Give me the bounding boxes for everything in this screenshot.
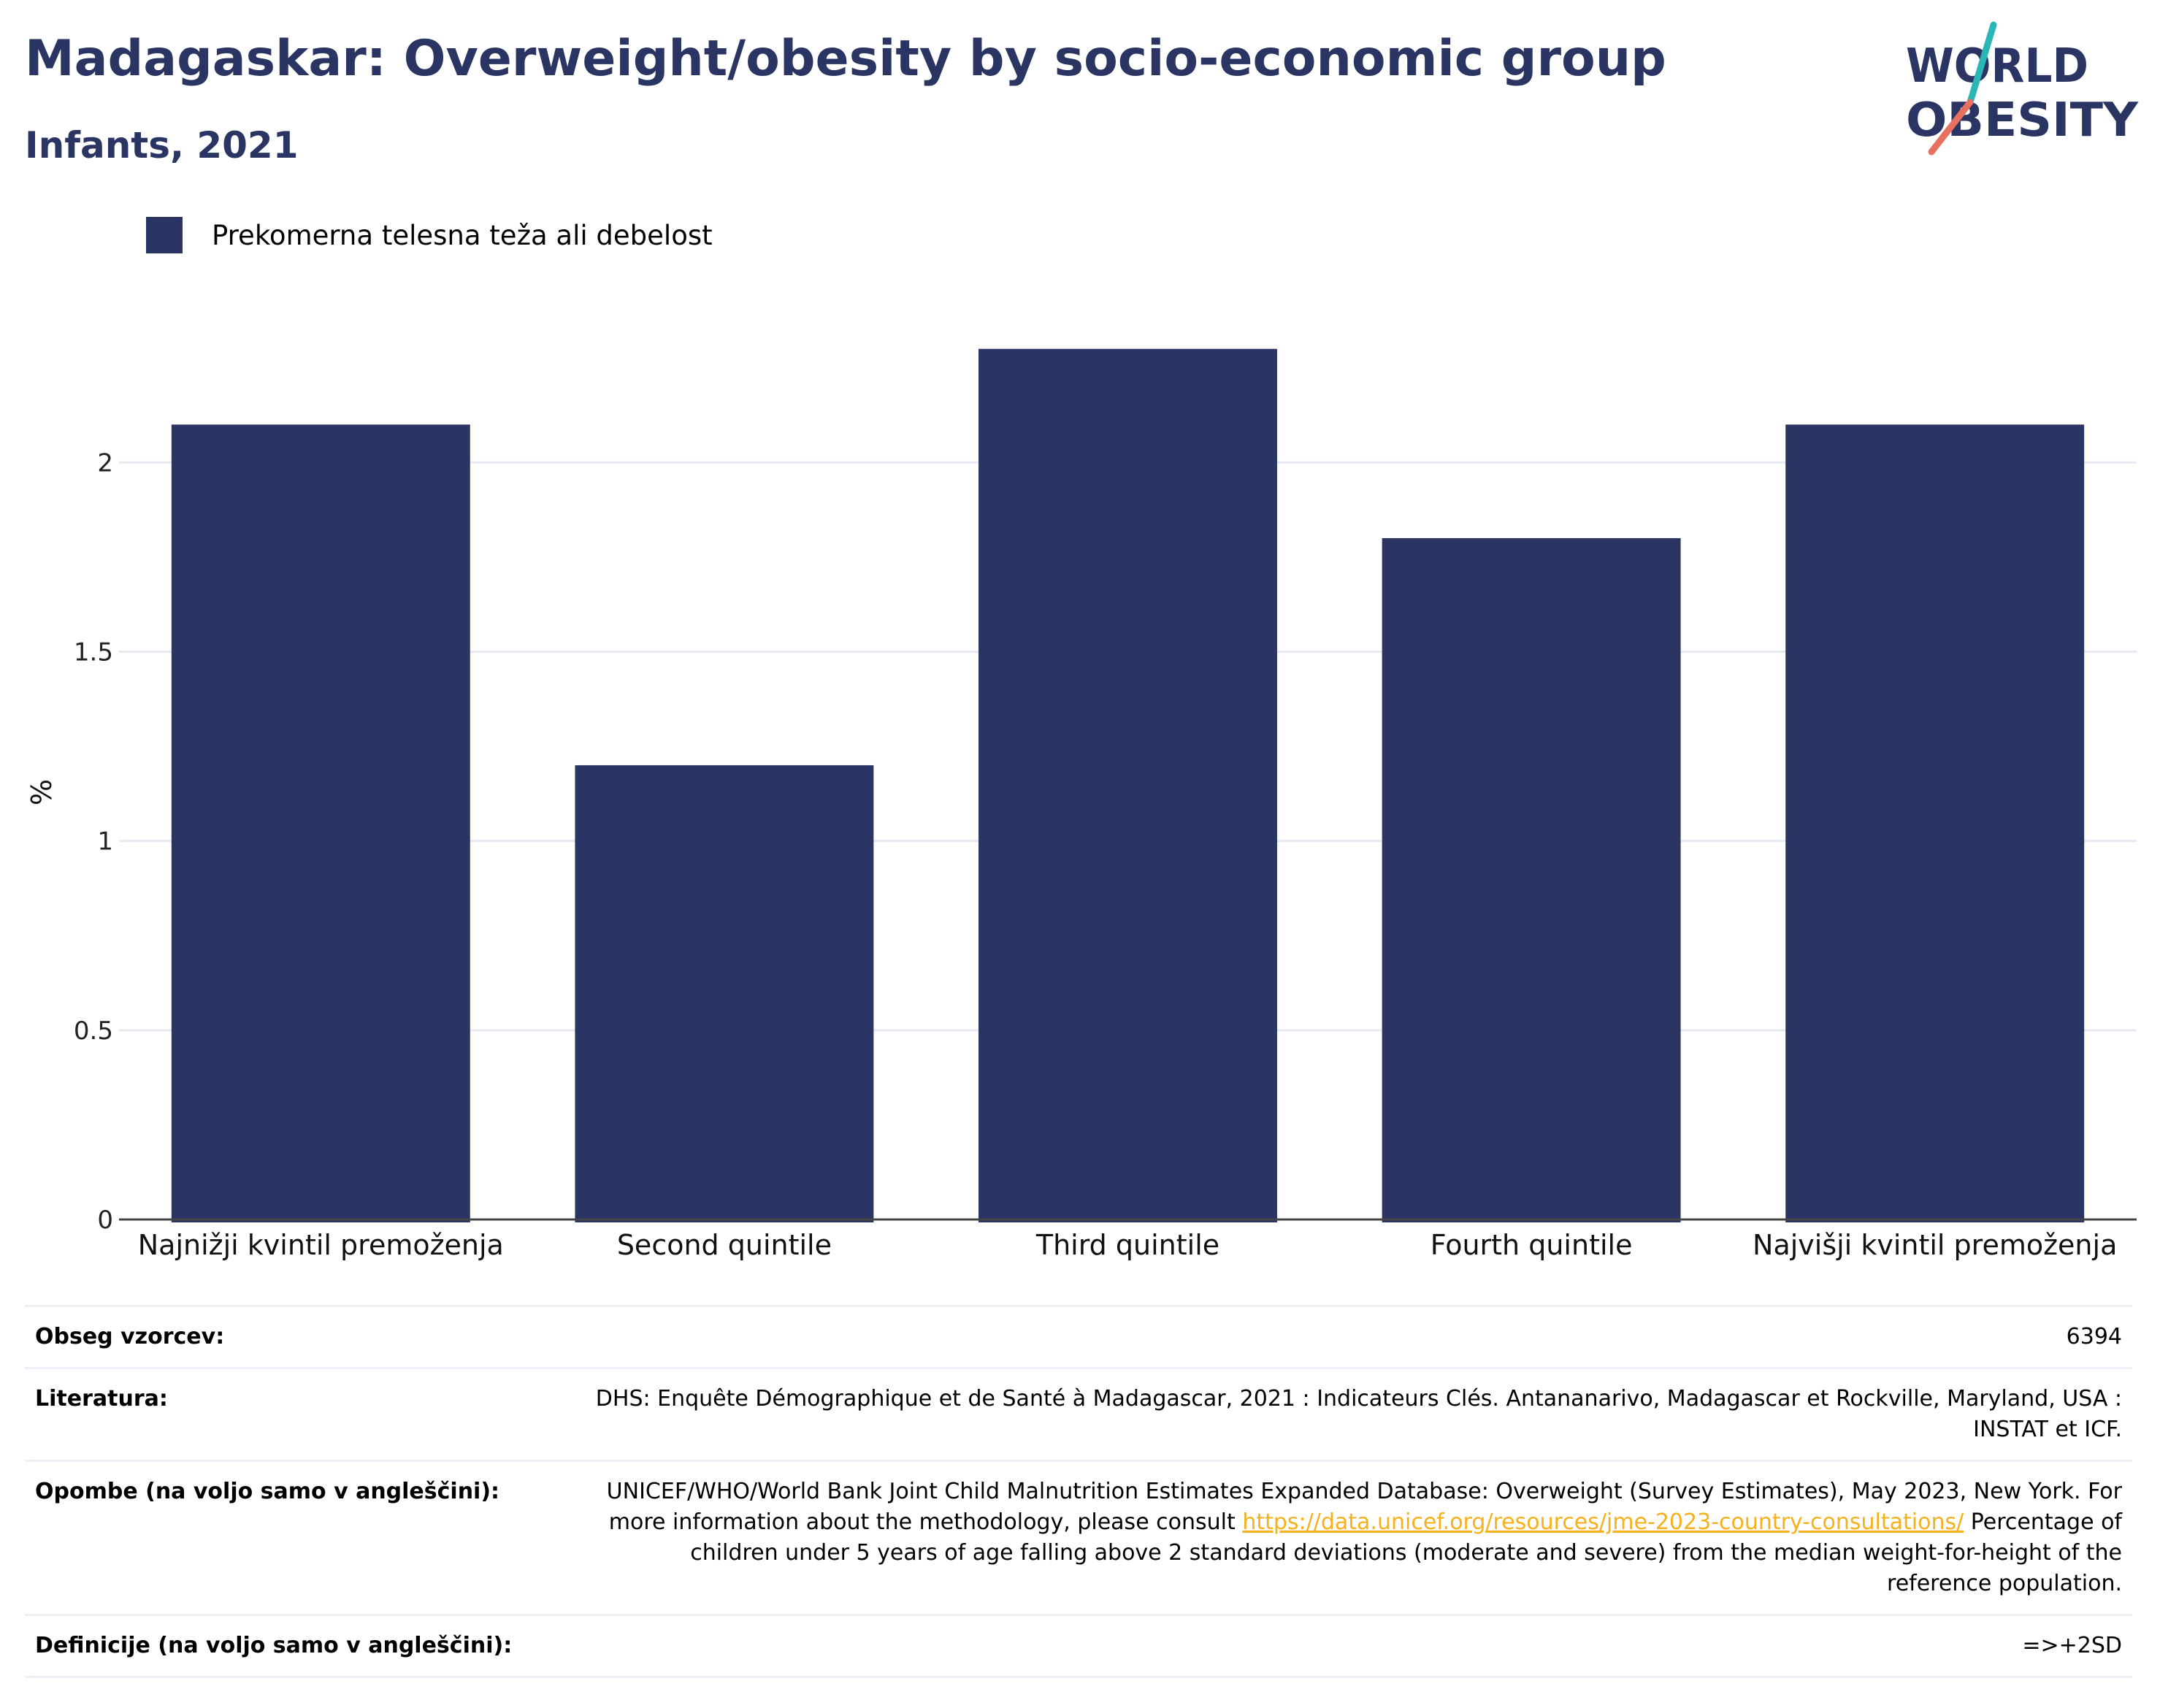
bar-chart: 0 0.5 1 1.5 2 Najnižji kvintil premoženja Sec… <box>26 348 2137 1261</box>
info-row-literature: Literatura: DHS: Enquête Démographique e… <box>25 1367 2132 1462</box>
logo-line1: WORLD <box>1906 39 2088 93</box>
definitions-value: =>+2SD <box>571 1614 2132 1678</box>
logo-slash-bottom <box>1928 99 1974 156</box>
notes-text-before: UNICEF/WHO/World Bank Joint Child Malnut… <box>606 1479 2122 1535</box>
x-category-label: Third quintile <box>1035 1229 1219 1261</box>
y-tick-label: 0 <box>97 1206 113 1235</box>
y-tick-label: 1.5 <box>74 637 113 667</box>
chart-subtitle: Infants, 2021 <box>25 124 299 166</box>
bars <box>171 348 2085 1222</box>
definitions-label: Definicije (na voljo samo v angleščini): <box>25 1614 571 1678</box>
y-tick-label: 0.5 <box>74 1016 113 1046</box>
y-tick-label: 2 <box>97 448 113 478</box>
chart-title: Madagaskar: Overweight/obesity by socio-… <box>25 30 1666 88</box>
x-category-label: Second quintile <box>617 1229 832 1261</box>
info-row-notes: Opombe (na voljo samo v angleščini): UNI… <box>25 1460 2132 1616</box>
world-obesity-logo: WORLD OBESITY <box>1906 21 2139 156</box>
y-axis-label: % <box>26 779 58 805</box>
y-tick-labels: 0 0.5 1 1.5 2 <box>74 448 113 1235</box>
sample-size-label: Obseg vzorcev: <box>25 1305 571 1369</box>
literature-label: Literatura: <box>25 1367 571 1462</box>
info-row-sample-size: Obseg vzorcev: 6394 <box>25 1305 2132 1369</box>
x-category-labels: Najnižji kvintil premoženja Second quinti… <box>138 1229 2118 1261</box>
bar[interactable] <box>1785 424 2085 1222</box>
chart-legend[interactable]: Prekomerna telesna teža ali debelost <box>146 216 713 254</box>
info-table: Obseg vzorcev: 6394 Literatura: DHS: Enq… <box>25 1305 2132 1678</box>
notes-label: Opombe (na voljo samo v angleščini): <box>25 1460 571 1616</box>
legend-swatch <box>146 217 183 253</box>
methodology-link[interactable]: https://data.unicef.org/resources/jme-20… <box>1242 1509 1964 1535</box>
x-category-label: Fourth quintile <box>1431 1229 1633 1261</box>
bar[interactable] <box>171 424 470 1222</box>
notes-value: UNICEF/WHO/World Bank Joint Child Malnut… <box>571 1460 2132 1616</box>
bar[interactable] <box>978 348 1277 1222</box>
bar[interactable] <box>1382 537 1681 1222</box>
notes-text-after: Percentage of children under 5 years of … <box>690 1509 2122 1596</box>
legend-label: Prekomerna telesna teža ali debelost <box>212 219 713 251</box>
info-row-definitions: Definicije (na voljo samo v angleščini):… <box>25 1614 2132 1678</box>
y-tick-label: 1 <box>97 827 113 857</box>
sample-size-value: 6394 <box>571 1305 2132 1369</box>
literature-value: DHS: Enquête Démographique et de Santé à… <box>571 1367 2132 1462</box>
logo-slash-top <box>1966 21 1997 106</box>
x-category-label: Najnižji kvintil premoženja <box>138 1229 504 1261</box>
bar[interactable] <box>575 765 874 1222</box>
x-category-label: Najvišji kvintil premoženja <box>1753 1229 2117 1261</box>
